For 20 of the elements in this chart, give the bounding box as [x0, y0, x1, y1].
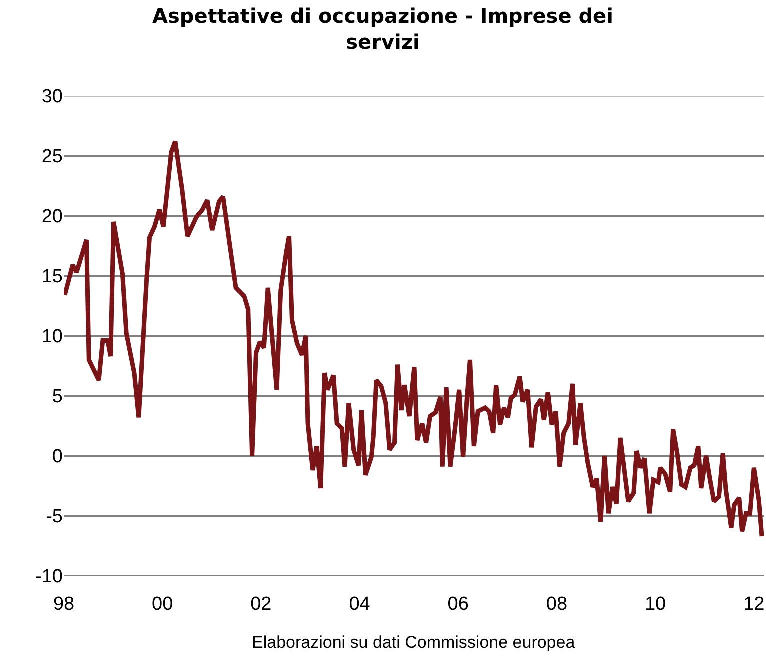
x-tick-label: 12: [744, 594, 765, 615]
x-tick-label: 10: [644, 594, 666, 615]
chart-title: Aspettative di occupazione - Imprese dei servizi: [152, 4, 614, 54]
y-tick-label: -10: [36, 566, 63, 588]
y-tick-label: 5: [52, 386, 63, 408]
y-tick-label: 30: [42, 86, 63, 108]
x-tick-label: 02: [250, 594, 272, 615]
x-tick-label: 06: [448, 594, 469, 615]
y-tick-label: 0: [52, 446, 63, 468]
y-tick-label: 20: [42, 206, 63, 228]
x-tick-label: 08: [546, 594, 568, 615]
x-tick-label: 00: [152, 594, 174, 615]
y-tick-label: 10: [42, 326, 63, 348]
x-tick-label: 98: [53, 594, 75, 615]
text: Elaborazioni su dati Commissione europea: [252, 633, 576, 652]
y-tick-label: 25: [42, 146, 63, 168]
y-tick-label: 15: [42, 266, 63, 288]
x-tick-label: 04: [349, 594, 371, 615]
y-tick-label: -5: [46, 506, 63, 528]
line-series: [64, 139, 764, 539]
